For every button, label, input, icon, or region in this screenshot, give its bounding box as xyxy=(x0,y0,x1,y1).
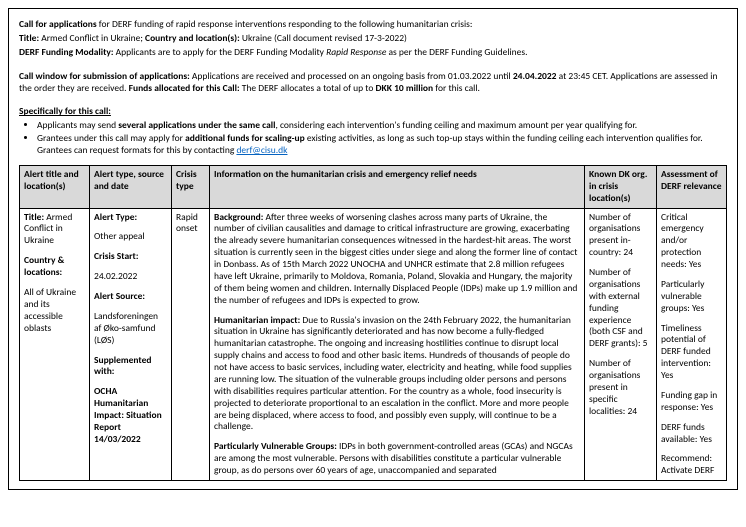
document-page: Call for applications for DERF funding o… xyxy=(8,8,738,490)
call-line: Call for applications for DERF funding o… xyxy=(19,19,727,31)
modality-italic: Rapid Response xyxy=(326,46,386,58)
bullet-list: Applicants may send several applications… xyxy=(37,120,727,157)
cell-info: Background: After three weeks of worseni… xyxy=(210,208,585,481)
funds-bold: DKK 10 million xyxy=(376,82,434,94)
modality-line: DERF Funding Modality: Applicants are to… xyxy=(19,47,727,59)
cell-assess: Critical emergency and/or protection nee… xyxy=(657,208,727,481)
th-title: Alert title and location(s) xyxy=(20,165,90,208)
title-value: Armed Conflict in Ukraine; xyxy=(39,32,145,44)
cell-title: Title: Armed Conflict in Ukraine Country… xyxy=(20,208,90,481)
specifically-header: Specifically for this call: xyxy=(19,106,727,118)
country-label: Country and location(s): xyxy=(145,32,240,44)
data-row: Title: Armed Conflict in Ukraine Country… xyxy=(20,208,727,481)
th-assess: Assessment of DERF relevance xyxy=(657,165,727,208)
header-row: Alert title and location(s) Alert type, … xyxy=(20,165,727,208)
title-line: Title: Armed Conflict in Ukraine; Countr… xyxy=(19,33,727,45)
cw-date: 24.04.2022 xyxy=(513,70,557,82)
cell-known: Number of organisations present in-count… xyxy=(585,208,657,481)
funds-value: The DERF allocates a total of up to xyxy=(240,82,376,94)
modality-label: DERF Funding Modality: xyxy=(19,46,114,58)
intro-section: Call for applications for DERF funding o… xyxy=(19,19,727,157)
th-info: Information on the humanitarian crisis a… xyxy=(210,165,585,208)
cell-alert: Alert Type: Other appeal Crisis Start: 2… xyxy=(90,208,172,481)
main-table: Alert title and location(s) Alert type, … xyxy=(19,165,727,481)
modality-rest: as per the DERF Funding Guidelines. xyxy=(386,46,527,58)
cell-crisis: Rapid onset xyxy=(172,208,210,481)
bullet-1: Applicants may send several applications… xyxy=(37,120,727,132)
spec-header-text: Specifically for this call: xyxy=(19,105,111,117)
call-rest: for DERF funding of rapid response inter… xyxy=(97,18,473,30)
call-prefix: Call for applications xyxy=(19,18,97,30)
cw-text1: Applications are received and processed … xyxy=(190,70,513,82)
country-value: Ukraine (Call document revised 17-3-2022… xyxy=(240,32,407,44)
title-label: Title: xyxy=(19,32,39,44)
funds-rest: for this call. xyxy=(433,82,480,94)
bullet-2: Grantees under this call may apply for a… xyxy=(37,133,727,157)
th-known: Known DK org. in crisis location(s) xyxy=(585,165,657,208)
th-crisis: Crisis type xyxy=(172,165,210,208)
call-window-line: Call window for submission of applicatio… xyxy=(19,71,727,95)
modality-value: Applicants are to apply for the DERF Fun… xyxy=(114,46,327,58)
th-alert: Alert type, source and date xyxy=(90,165,172,208)
funds-label: Funds allocated for this Call: xyxy=(129,82,240,94)
cw-label: Call window for submission of applicatio… xyxy=(19,70,190,82)
email-link[interactable]: derf@cisu.dk xyxy=(236,144,287,156)
